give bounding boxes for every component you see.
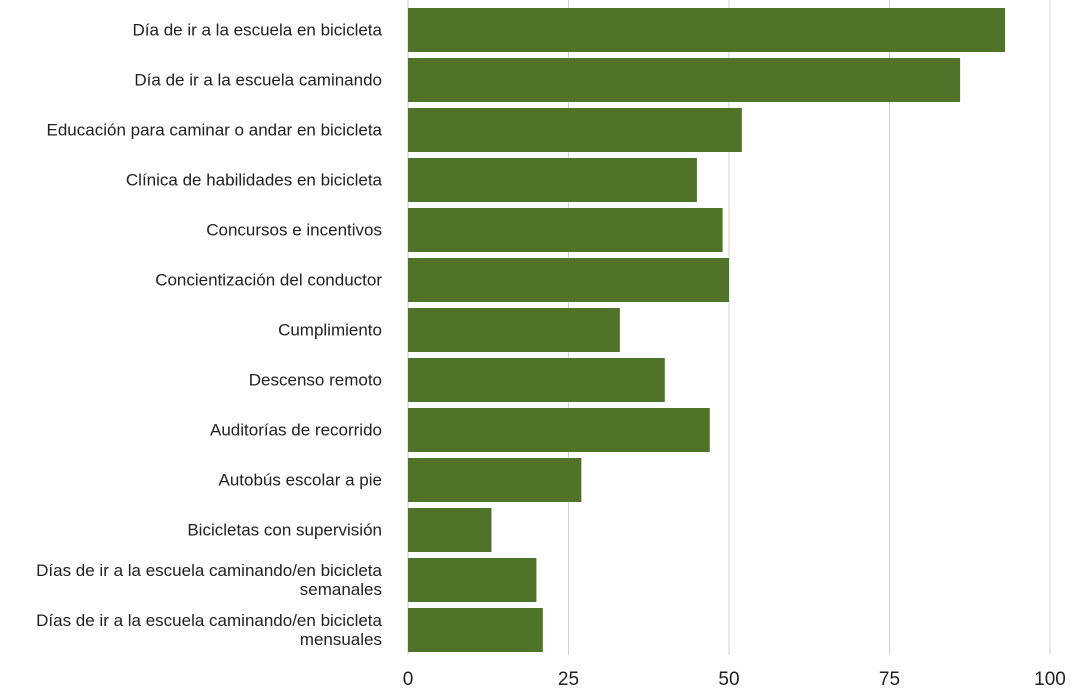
x-tick-label: 100 <box>1034 669 1066 689</box>
bar <box>408 258 729 302</box>
bar <box>408 108 742 152</box>
y-tick-label: Educación para caminar o andar en bicicl… <box>46 120 382 140</box>
x-tick-label: 0 <box>403 669 414 689</box>
y-tick-label: Autobús escolar a pie <box>218 470 383 490</box>
y-tick-label: Día de ir a la escuela en bicicleta <box>132 20 382 40</box>
y-tick-label: Clínica de habilidades en bicicleta <box>125 170 382 190</box>
bar <box>408 208 723 252</box>
y-tick-label: Concursos e incentivos <box>206 220 382 240</box>
y-tick-label: Descenso remoto <box>248 370 382 390</box>
bar <box>408 458 582 502</box>
bar <box>408 608 543 652</box>
bar <box>408 8 1006 52</box>
bar <box>408 358 665 402</box>
y-tick-label: Concientización del conductor <box>155 270 382 290</box>
bar <box>408 408 710 452</box>
y-tick-label: Día de ir a la escuela caminando <box>134 70 382 90</box>
y-tick-label: Cumplimiento <box>278 320 382 340</box>
y-tick-label: Días de ir a la escuela caminando/en bic… <box>36 611 382 649</box>
bar <box>408 508 492 552</box>
bar <box>408 58 961 102</box>
bar <box>408 558 537 602</box>
bar <box>408 308 620 352</box>
x-tick-label: 75 <box>879 669 900 689</box>
x-tick-label: 50 <box>718 669 739 689</box>
y-tick-label: Bicicletas con supervisión <box>187 520 382 540</box>
bar <box>408 158 697 202</box>
x-tick-label: 25 <box>558 669 579 689</box>
y-tick-label: Auditorías de recorrido <box>210 420 382 440</box>
y-tick-label: Días de ir a la escuela caminando/en bic… <box>36 561 382 599</box>
